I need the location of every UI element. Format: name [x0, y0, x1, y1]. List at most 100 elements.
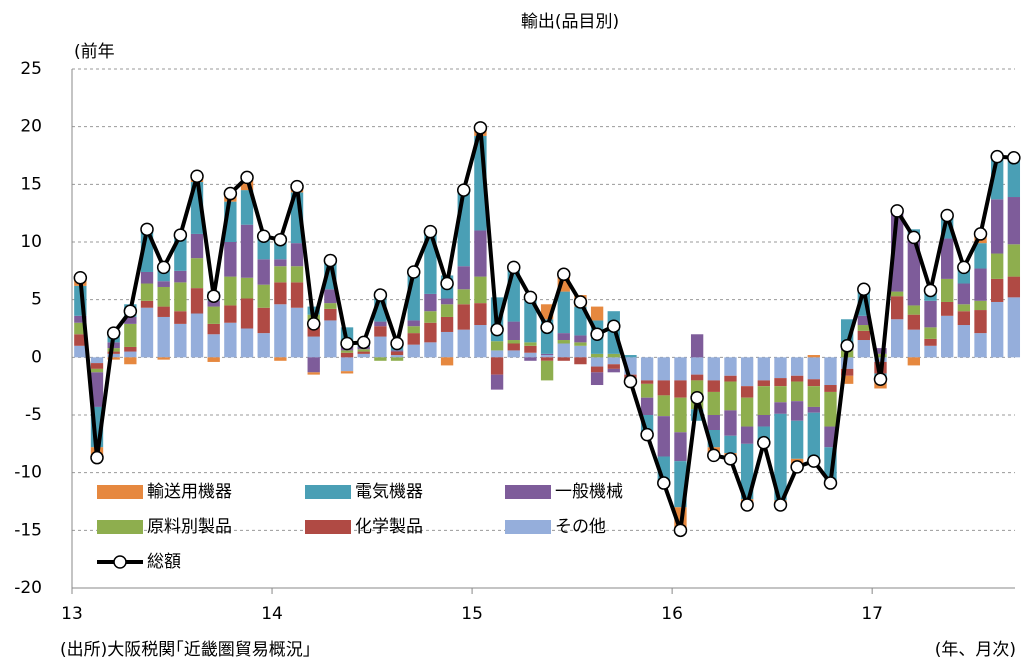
- total-marker: [840, 339, 854, 353]
- bar-segment: [657, 380, 670, 396]
- bar-segment: [107, 348, 120, 352]
- bar-segment: [907, 239, 921, 306]
- bar-segment: [707, 415, 720, 430]
- bar-segment: [674, 397, 687, 433]
- bar-segment: [107, 357, 120, 360]
- bar-segment: [457, 266, 470, 290]
- bar-segment: [157, 306, 170, 317]
- total-marker: [323, 253, 338, 268]
- bar-segment: [840, 375, 854, 384]
- bar-segment: [174, 270, 187, 283]
- bar-segment: [807, 355, 820, 358]
- bar-segment: [991, 301, 1004, 358]
- bar-segment: [124, 346, 137, 352]
- legend-swatch: [305, 485, 351, 499]
- total-marker: [873, 372, 888, 386]
- bar-segment: [407, 326, 420, 334]
- bar-segment: [374, 321, 387, 327]
- total-marker: [1007, 151, 1021, 165]
- legend-swatch: [305, 520, 351, 534]
- bar-segment: [440, 304, 454, 317]
- bar-segment: [440, 331, 454, 358]
- bar-segment: [707, 391, 720, 415]
- bar-segment: [740, 397, 754, 427]
- bar-segment: [340, 357, 354, 372]
- bar-segment: [1007, 297, 1021, 358]
- total-marker: [456, 183, 471, 197]
- bar-segment: [374, 326, 387, 337]
- bar-segment: [490, 341, 504, 351]
- bar-segment: [407, 333, 420, 345]
- legend-swatch: [97, 520, 143, 534]
- legend-label: 一般機械: [555, 482, 623, 502]
- bar-segment: [807, 357, 820, 380]
- x-tick-label: 15: [461, 604, 483, 624]
- total-marker: [540, 320, 554, 335]
- bar-segment: [574, 306, 587, 336]
- total-marker: [406, 265, 421, 279]
- bar-segment: [957, 304, 971, 312]
- bar-segment: [957, 283, 971, 305]
- bar-segment: [407, 344, 420, 358]
- bar-segment: [824, 391, 837, 427]
- bar-segment: [290, 243, 304, 267]
- bar-segment: [557, 291, 570, 334]
- bar-segment: [307, 357, 320, 373]
- bar-segment: [207, 334, 220, 358]
- bar-segment: [524, 357, 537, 361]
- bar-segment: [707, 357, 720, 381]
- total-marker: [490, 322, 504, 337]
- bar-segment: [640, 397, 654, 415]
- bar-segment: [174, 323, 187, 358]
- bar-segment: [807, 412, 820, 464]
- total-marker: [390, 336, 404, 351]
- total-marker: [473, 121, 488, 135]
- bar-segment: [907, 329, 921, 358]
- bar-segment: [424, 233, 437, 294]
- bar-segment: [1007, 276, 1021, 298]
- total-marker: [607, 319, 621, 333]
- bar-segment: [540, 357, 554, 361]
- bar-segment: [790, 357, 804, 376]
- bar-segment: [474, 230, 487, 277]
- bar-segment: [857, 315, 870, 326]
- legend-marker: [113, 555, 127, 569]
- bar-segment: [707, 380, 720, 392]
- bar-segment: [390, 357, 404, 361]
- x-tick-label: 14: [261, 604, 283, 624]
- y-tick-label: 20: [20, 117, 42, 137]
- bar-segment: [90, 372, 104, 407]
- bar-segment: [1007, 244, 1021, 277]
- bar-segment: [507, 343, 520, 351]
- bar-segment: [140, 271, 154, 284]
- bar-segment: [440, 298, 454, 305]
- bar-segment: [657, 416, 670, 457]
- bar-segment: [290, 282, 304, 308]
- legend-label: その他: [555, 517, 606, 537]
- bar-segment: [274, 357, 287, 361]
- bar-segment: [424, 342, 437, 358]
- bar-segment: [590, 366, 604, 373]
- bar-segment: [157, 286, 170, 307]
- bar-segment: [640, 383, 654, 398]
- bar-segment: [890, 291, 904, 297]
- y-tick-label: -5: [25, 405, 42, 425]
- bar-segment: [474, 303, 487, 326]
- bar-segment: [840, 357, 854, 369]
- total-marker: [823, 476, 838, 490]
- total-marker: [423, 224, 438, 239]
- legend-item: 輸送用機器: [97, 482, 232, 502]
- bar-segment: [807, 386, 820, 407]
- bar-segment: [107, 353, 120, 358]
- x-tick-label: 17: [861, 604, 883, 624]
- bar-segment: [240, 224, 254, 278]
- bar-segment: [357, 353, 370, 358]
- bar-segment: [941, 238, 954, 279]
- bar-segment: [740, 357, 754, 387]
- bar-segment: [807, 406, 820, 413]
- bar-segment: [507, 321, 520, 341]
- total-marker: [306, 317, 321, 331]
- total-marker: [640, 427, 654, 442]
- bar-segment: [590, 357, 604, 367]
